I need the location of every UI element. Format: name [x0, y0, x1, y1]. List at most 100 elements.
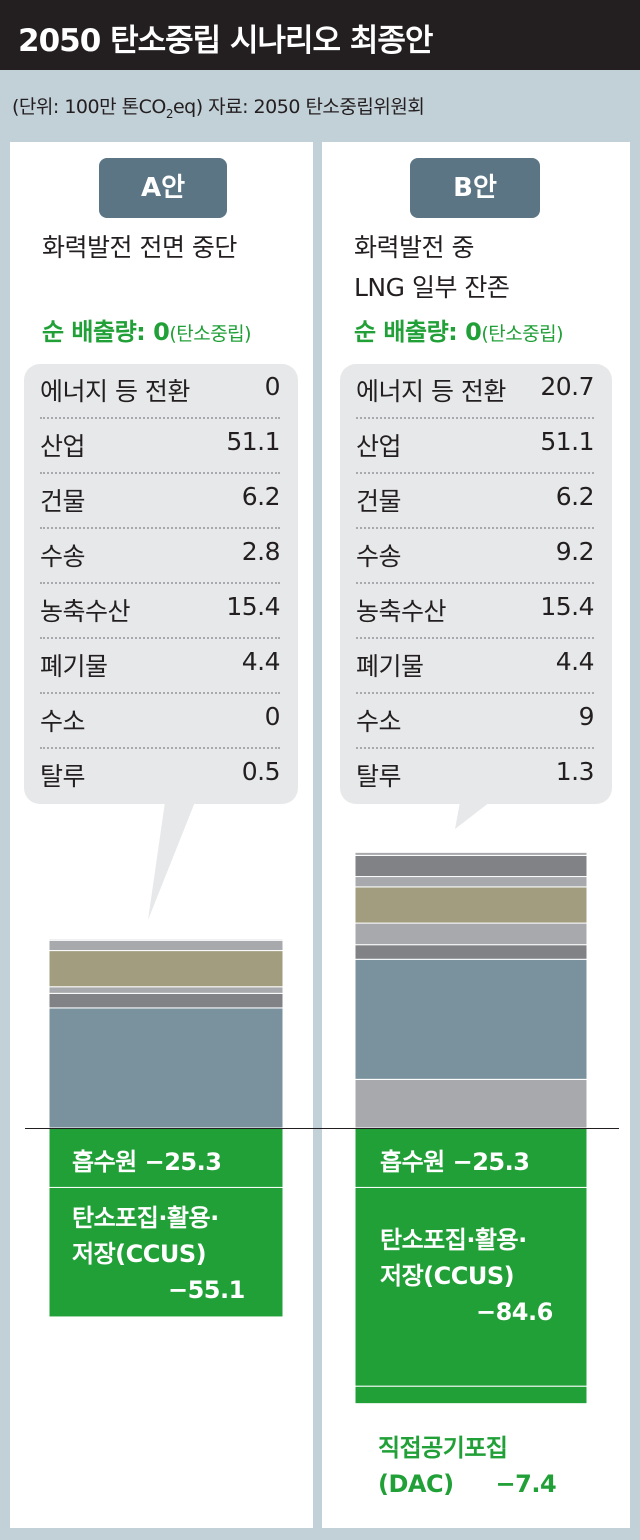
table-row: 수송 2.8 — [40, 529, 281, 584]
bar-segment-a-1 — [48, 1007, 284, 1129]
table-row: 탈루 0.5 — [40, 749, 281, 804]
bar-segment-b-10 — [354, 1385, 588, 1405]
table-row: 산업 51.1 — [356, 419, 594, 474]
row-value: 6.2 — [241, 482, 281, 511]
row-value: 1.3 — [555, 757, 595, 786]
ccus-line: 저장(CCUS) — [72, 1240, 207, 1268]
dac-line: 직접공기포집 — [378, 1434, 508, 1462]
bar-segment-b-1 — [354, 958, 588, 1080]
table-row: 건물 6.2 — [40, 474, 281, 529]
scenario-b-emission-table: 에너지 등 전환 20.7 산업 51.1 건물 6.2 수송 9.2 농축수산 15.4… — [340, 364, 612, 804]
row-label: 수소 — [356, 707, 402, 736]
row-label: 탈루 — [40, 762, 86, 791]
unit-source-note: (단위: 100만 톤CO2eq) 자료: 2050 탄소중립위원회 — [12, 92, 425, 121]
row-value: 6.2 — [555, 482, 595, 511]
scenario-a-emission-table: 에너지 등 전환 0 산업 51.1 건물 6.2 수송 2.8 농축수산 15.4 폐기… — [24, 364, 298, 804]
ccus-value: −55.1 — [168, 1276, 245, 1304]
bar-segment-a-9 — [48, 1186, 284, 1318]
scenario-a-badge: A안 — [99, 158, 227, 218]
scenario-a-ccus-label: 탄소포집·활용· 저장(CCUS) −55.1 — [72, 1200, 245, 1308]
row-value: 2.8 — [241, 537, 281, 566]
row-label: 농축수산 — [356, 597, 447, 626]
ccus-value: −84.6 — [476, 1298, 553, 1326]
row-value: 4.4 — [555, 647, 595, 676]
unit-suffix: eq) 자료: 2050 탄소중립위원회 — [172, 96, 425, 118]
scenario-a-absorb-label: 흡수원 −25.3 — [72, 1148, 222, 1176]
scenario-a-description: 화력발전 전면 중단 — [42, 228, 237, 268]
row-label: 에너지 등 전환 — [356, 377, 506, 406]
row-label: 수송 — [40, 542, 86, 571]
table-row: 폐기물 4.4 — [40, 639, 281, 694]
row-value: 51.1 — [226, 427, 280, 456]
row-value: 0 — [264, 372, 281, 401]
row-label: 건물 — [356, 487, 402, 516]
row-value: 0.5 — [241, 757, 281, 786]
net-note: (탄소중립) — [481, 323, 564, 345]
row-value: 15.4 — [226, 592, 280, 621]
row-value: 20.7 — [540, 372, 594, 401]
bar-segment-a-2 — [48, 992, 284, 1009]
scenario-b-badge: B안 — [410, 158, 540, 218]
table-row: 수송 9.2 — [356, 529, 595, 584]
scenario-b-desc-line: LNG 일부 잔존 — [354, 273, 510, 302]
table-row: 농축수산 15.4 — [40, 584, 280, 639]
ccus-line: 탄소포집·활용· — [380, 1226, 527, 1254]
bar-segment-b-0 — [354, 1078, 588, 1129]
bar-segment-a-7 — [48, 938, 284, 941]
bar-segment-b-2 — [354, 944, 588, 960]
row-label: 농축수산 — [40, 597, 131, 626]
table-row: 에너지 등 전환 20.7 — [356, 364, 594, 419]
row-value: 9 — [578, 702, 595, 731]
row-value: 0 — [264, 702, 281, 731]
row-value: 51.1 — [540, 427, 594, 456]
net-label: 순 배출량: 0 — [354, 318, 482, 346]
row-value: 9.2 — [555, 537, 595, 566]
row-label: 건물 — [40, 487, 86, 516]
table-row: 농축수산 15.4 — [356, 584, 594, 639]
dac-value-line: (DAC) −7.4 — [378, 1466, 557, 1502]
scenario-a-net-emission: 순 배출량: 0(탄소중립) — [42, 312, 252, 347]
dac-name: (DAC) — [378, 1470, 454, 1498]
bar-segment-a-3 — [48, 986, 284, 994]
bar-segment-a-5 — [48, 939, 284, 952]
bar-segment-b-7 — [354, 851, 588, 856]
bar-segment-b-4 — [354, 886, 588, 924]
row-label: 폐기물 — [356, 652, 424, 681]
scenario-b-desc-line: 화력발전 중 — [354, 233, 474, 262]
page-title: 2050 탄소중립 시나리오 최종안 — [0, 0, 640, 70]
unit-prefix: (단위: 100만 톤CO — [12, 96, 166, 118]
scenario-b-net-emission: 순 배출량: 0(탄소중립) — [354, 312, 564, 347]
scenario-b-description: 화력발전 중 LNG 일부 잔존 — [354, 228, 510, 308]
ccus-line: 탄소포집·활용· — [72, 1204, 219, 1232]
table-row: 산업 51.1 — [40, 419, 280, 474]
row-label: 산업 — [356, 432, 402, 461]
scenario-b-absorb-label: 흡수원 −25.3 — [380, 1148, 530, 1176]
table-row: 탈루 1.3 — [356, 749, 595, 804]
row-value: 4.4 — [241, 647, 281, 676]
row-label: 탈루 — [356, 762, 402, 791]
table-row: 건물 6.2 — [356, 474, 595, 529]
bar-segment-a-8 — [48, 1127, 284, 1188]
table-row: 폐기물 4.4 — [356, 639, 595, 694]
speech-bubble-tail — [148, 802, 195, 920]
net-note: (탄소중립) — [169, 323, 252, 345]
row-value: 15.4 — [540, 592, 594, 621]
row-label: 폐기물 — [40, 652, 108, 681]
dac-value: −7.4 — [495, 1470, 557, 1498]
table-row: 수소 0 — [40, 694, 281, 749]
zero-baseline — [25, 1128, 619, 1129]
row-label: 산업 — [40, 432, 86, 461]
bar-segment-b-6 — [354, 854, 588, 878]
scenario-a-desc-line: 화력발전 전면 중단 — [42, 233, 237, 262]
unit-subscript: 2 — [165, 106, 174, 121]
scenario-b-dac-label: 직접공기포집 (DAC) −7.4 — [378, 1430, 557, 1502]
row-label: 수송 — [356, 542, 402, 571]
table-row: 수소 9 — [356, 694, 595, 749]
ccus-line: 저장(CCUS) — [380, 1262, 515, 1290]
row-label: 에너지 등 전환 — [40, 377, 190, 406]
table-row: 에너지 등 전환 0 — [40, 364, 281, 419]
speech-bubble-tail — [455, 802, 490, 829]
bar-segment-b-9 — [354, 1186, 588, 1387]
bar-segment-b-5 — [354, 876, 588, 888]
